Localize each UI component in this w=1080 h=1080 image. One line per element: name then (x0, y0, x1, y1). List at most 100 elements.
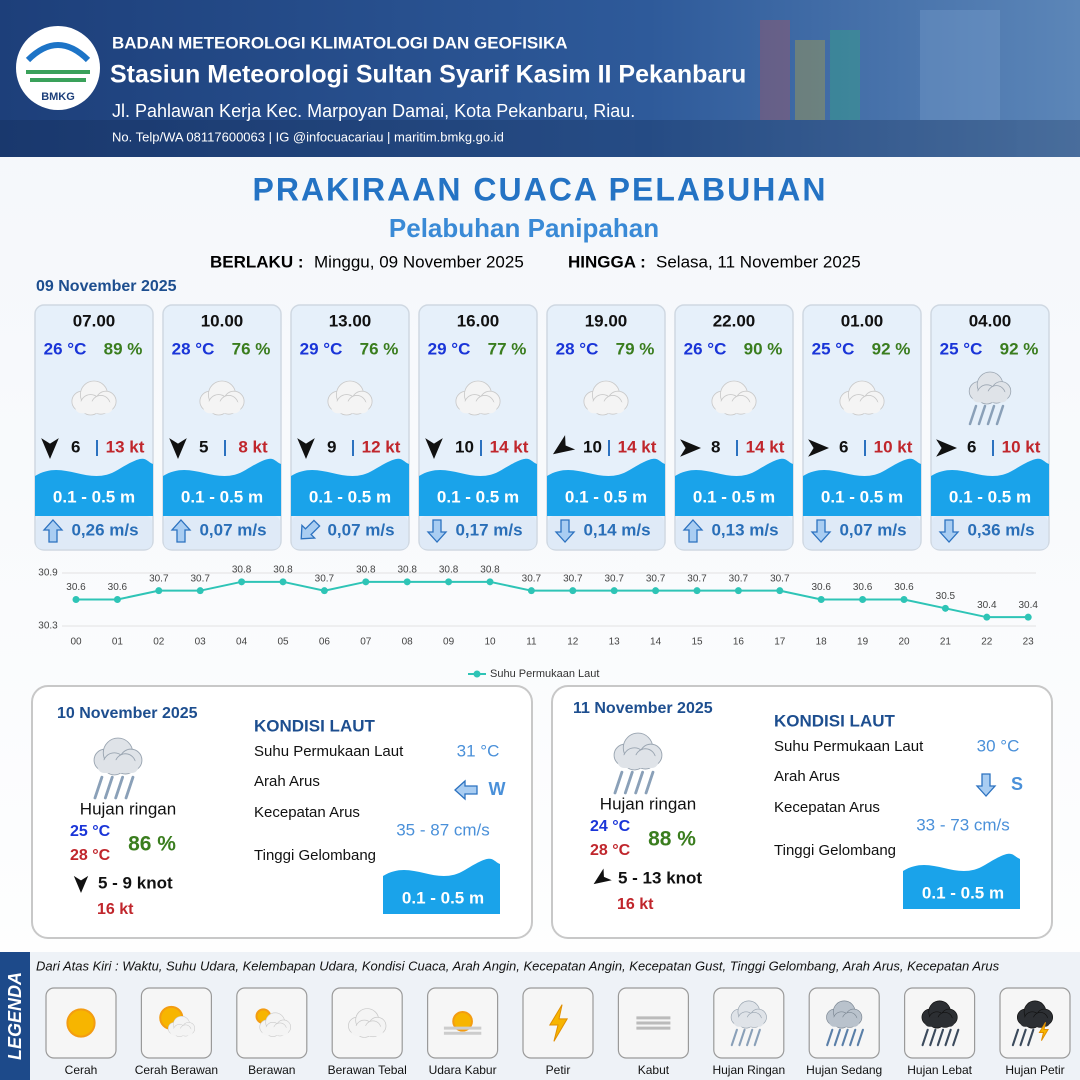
cloud-icon (968, 371, 1012, 405)
card-current: 0,14 m/s (583, 520, 650, 539)
x-tick-label: 17 (774, 637, 786, 648)
current-arrow (938, 519, 960, 543)
legend-item-label: Petir (546, 1063, 571, 1077)
legend-description: Dari Atas Kiri : Waktu, Suhu Udara, Kele… (36, 958, 1000, 973)
card-wind: 6 (71, 437, 80, 456)
cloud-base (829, 1017, 860, 1027)
panel-wind: 5 - 13 knot (618, 868, 702, 887)
logo-circle (16, 26, 100, 110)
x-tick-label: 16 (733, 637, 745, 648)
x-tick-label: 11 (526, 637, 537, 648)
wave-area (419, 458, 537, 516)
current-area (292, 516, 408, 549)
cloud-icon (93, 737, 143, 776)
address: Jl. Pahlawan Kerja Kec. Marpoyan Damai, … (112, 101, 635, 121)
current-arrow (975, 773, 997, 797)
card-wave: 0.1 - 0.5 m (693, 487, 775, 506)
card-humidity: 79 % (616, 339, 655, 358)
current-area (420, 516, 536, 549)
rain-drop (114, 775, 125, 800)
card-temp: 26 °C (684, 339, 727, 358)
cloud-base (587, 401, 625, 414)
cloud-base (617, 755, 659, 769)
card-wind: 10 (583, 437, 602, 456)
card-wave: 0.1 - 0.5 m (53, 487, 135, 506)
wave-area (547, 458, 665, 516)
sst-value-label: 30.6 (108, 582, 128, 593)
current-area (548, 516, 664, 549)
cloud-icon (259, 1012, 291, 1037)
x-tick-label: 19 (857, 637, 869, 648)
sst-value-label: 30.7 (149, 573, 169, 584)
header-band (0, 0, 1080, 157)
legend-item-label: Hujan Petir (1005, 1063, 1064, 1077)
valid-to: Selasa, 11 November 2025 (656, 252, 861, 271)
x-tick-label: 21 (940, 637, 952, 648)
rain-drop (921, 1028, 929, 1047)
rain-drop (93, 775, 104, 800)
cloud-icon (921, 1000, 958, 1029)
sst-value-label: 30.8 (273, 564, 293, 575)
rain-drop (738, 1028, 746, 1047)
cloud-icon (327, 380, 373, 416)
panel-temp-max: 28 °C (70, 847, 111, 864)
card-current: 0,07 m/s (839, 520, 906, 539)
card-gust: 14 kt (490, 437, 529, 456)
legend-item-label: Cerah Berawan (135, 1063, 218, 1077)
card-time: 13.00 (329, 311, 372, 330)
sst-value-label: 30.7 (315, 573, 335, 584)
x-tick-label: 01 (112, 637, 124, 648)
wind-arrow (593, 868, 612, 885)
cloud-base (843, 401, 881, 414)
cloud-base (75, 401, 113, 414)
card-wave: 0.1 - 0.5 m (309, 487, 391, 506)
cloud-icon (71, 380, 117, 416)
panel-temp-max: 28 °C (590, 842, 631, 859)
card-gust: 10 kt (1002, 437, 1041, 456)
panel-date: 10 November 2025 (57, 705, 198, 722)
rain-drop (730, 1028, 738, 1047)
sst-point (155, 587, 163, 595)
valid-from-label: BERLAKU : (210, 252, 304, 271)
org-name: BADAN METEOROLOGI KLIMATOLOGI DAN GEOFIS… (112, 33, 568, 52)
y-tick-label: 30.9 (38, 568, 58, 579)
legend-item-label: Hujan Lebat (907, 1063, 972, 1077)
card-temp: 29 °C (300, 339, 343, 358)
sea-sst: 30 °C (977, 736, 1020, 755)
sst-value-label: 30.8 (439, 564, 459, 575)
x-tick-label: 02 (153, 637, 165, 648)
cloud-base (459, 401, 497, 414)
rain-drop (644, 770, 655, 795)
sst-point (1024, 613, 1032, 621)
rain-drop (826, 1028, 834, 1047)
card-wave: 0.1 - 0.5 m (181, 487, 263, 506)
wind-arrow (169, 438, 187, 459)
sea-label: Arah Arus (254, 773, 320, 790)
sst-point (983, 613, 991, 621)
wind-arrow (936, 439, 958, 457)
x-tick-label: 08 (402, 637, 414, 648)
card-wind: 8 (711, 437, 720, 456)
card-temp: 25 °C (940, 339, 983, 358)
sst-point (652, 587, 660, 595)
x-tick-label: 05 (277, 637, 289, 648)
sea-label: Tinggi Gelombang (774, 842, 896, 859)
sea-wave: 0.1 - 0.5 m (922, 883, 1004, 902)
legend-item-label: Berawan (248, 1063, 295, 1077)
wave-area (163, 458, 281, 516)
sst-point (196, 587, 204, 595)
x-tick-label: 22 (981, 637, 993, 648)
rain-drop (634, 770, 645, 795)
sst-point (693, 587, 701, 595)
sea-speed: 35 - 87 cm/s (396, 820, 490, 839)
cloud-base (924, 1017, 955, 1027)
cloud-icon (348, 1008, 387, 1038)
sst-point (320, 587, 328, 595)
card-wave: 0.1 - 0.5 m (821, 487, 903, 506)
card-temp: 28 °C (556, 339, 599, 358)
main-title: PRAKIRAAN CUACA PELABUHAN (252, 171, 827, 207)
card-gust: 10 kt (874, 437, 913, 456)
sst-value-label: 30.7 (770, 573, 790, 584)
x-tick-label: 04 (236, 637, 248, 648)
